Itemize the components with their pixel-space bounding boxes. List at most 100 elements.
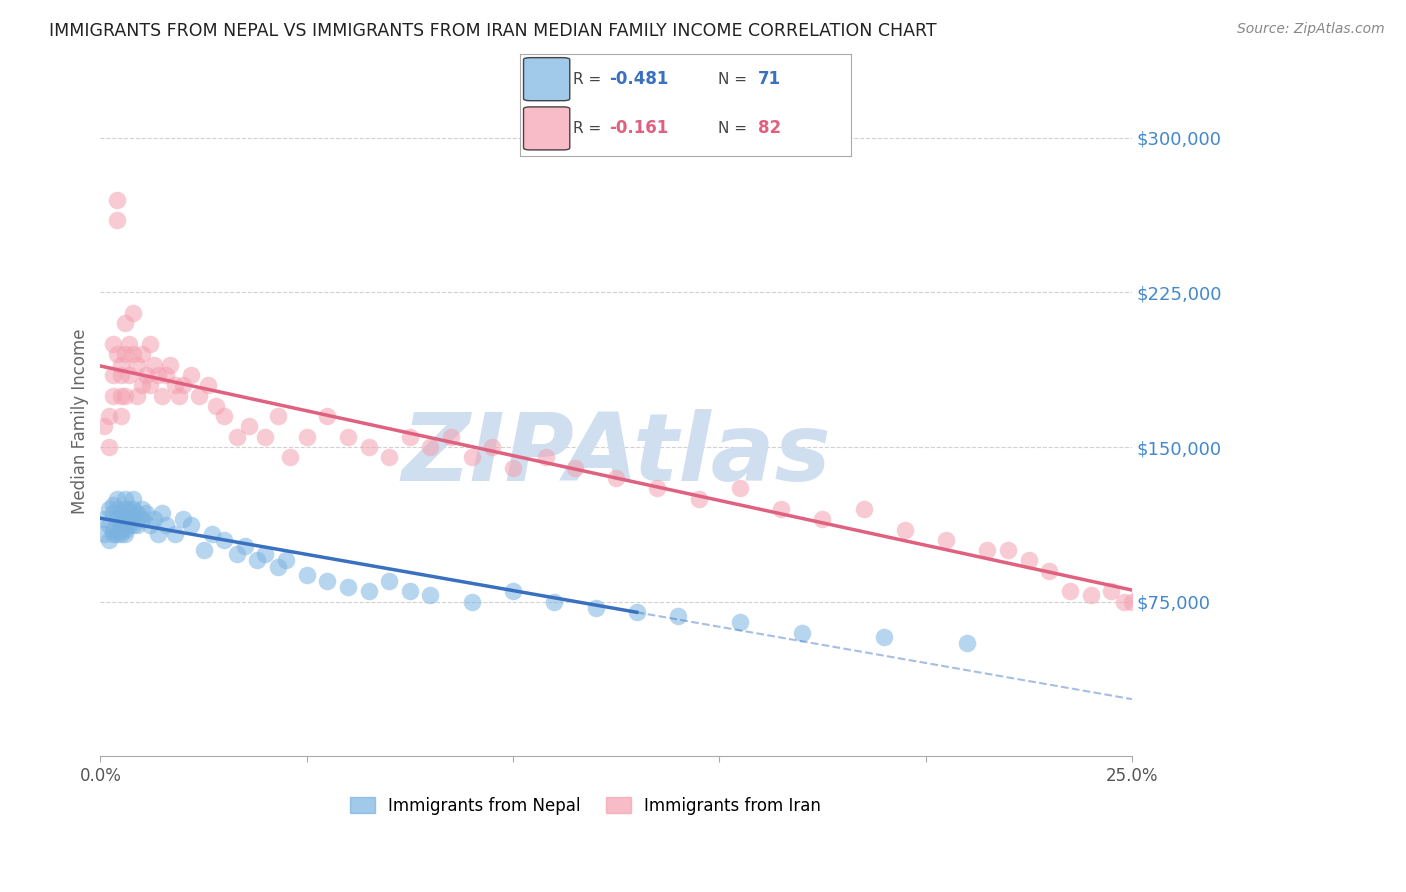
Point <box>1129 589 1152 603</box>
Point <box>398 584 420 599</box>
Point <box>114 523 136 537</box>
Point <box>201 526 224 541</box>
Point <box>150 388 173 402</box>
Point <box>127 388 149 402</box>
Point <box>295 567 318 582</box>
Point <box>180 518 202 533</box>
Point <box>93 526 115 541</box>
Point <box>163 526 186 541</box>
Point <box>172 512 194 526</box>
Point <box>1059 584 1081 599</box>
Point <box>398 430 420 444</box>
Point <box>105 491 128 506</box>
Point <box>105 526 128 541</box>
Point <box>110 518 132 533</box>
Point <box>127 512 149 526</box>
Point <box>110 523 132 537</box>
Text: 71: 71 <box>758 70 782 88</box>
Point <box>155 368 177 382</box>
Point <box>114 347 136 361</box>
Point <box>139 378 162 392</box>
Point <box>225 430 247 444</box>
Text: Source: ZipAtlas.com: Source: ZipAtlas.com <box>1237 22 1385 37</box>
Point <box>122 347 145 361</box>
Point <box>852 502 875 516</box>
Text: -0.481: -0.481 <box>609 70 669 88</box>
Point <box>101 388 124 402</box>
Point <box>534 450 557 465</box>
Point <box>1161 580 1184 594</box>
Point <box>254 547 277 561</box>
Point <box>97 440 120 454</box>
Point <box>481 440 503 454</box>
Point <box>97 533 120 547</box>
Point <box>564 460 586 475</box>
Point <box>105 502 128 516</box>
Point <box>110 368 132 382</box>
Point <box>139 337 162 351</box>
Point <box>122 502 145 516</box>
Point <box>1038 564 1060 578</box>
Y-axis label: Median Family Income: Median Family Income <box>72 328 89 514</box>
Text: ZIPAtlas: ZIPAtlas <box>401 409 831 500</box>
Point <box>1142 584 1164 599</box>
Point <box>180 368 202 382</box>
Point <box>728 481 751 495</box>
Point <box>143 512 166 526</box>
Point <box>118 337 141 351</box>
Point <box>378 450 401 465</box>
Point <box>246 553 269 567</box>
Point <box>419 589 441 603</box>
Point <box>101 498 124 512</box>
Point <box>101 506 124 520</box>
Text: R =: R = <box>574 121 602 136</box>
Legend: Immigrants from Nepal, Immigrants from Iran: Immigrants from Nepal, Immigrants from I… <box>343 790 827 822</box>
Point <box>585 600 607 615</box>
Point <box>93 512 115 526</box>
Point <box>114 491 136 506</box>
Point <box>1099 584 1122 599</box>
Point <box>1080 589 1102 603</box>
Point <box>118 512 141 526</box>
Point <box>110 409 132 424</box>
Point <box>155 518 177 533</box>
Point <box>316 574 339 588</box>
Point <box>101 526 124 541</box>
Point <box>997 543 1019 558</box>
Point <box>122 506 145 520</box>
Point <box>114 512 136 526</box>
Point <box>127 358 149 372</box>
Point <box>626 605 648 619</box>
Point <box>1121 595 1143 609</box>
Point <box>97 502 120 516</box>
Point <box>357 584 380 599</box>
Point <box>131 347 153 361</box>
Point <box>205 399 228 413</box>
Text: IMMIGRANTS FROM NEPAL VS IMMIGRANTS FROM IRAN MEDIAN FAMILY INCOME CORRELATION C: IMMIGRANTS FROM NEPAL VS IMMIGRANTS FROM… <box>49 22 936 40</box>
Point <box>135 368 157 382</box>
FancyBboxPatch shape <box>523 107 569 150</box>
Point <box>1170 584 1192 599</box>
Point <box>131 378 153 392</box>
Point <box>666 609 689 624</box>
Point <box>105 193 128 207</box>
Point <box>122 306 145 320</box>
Point <box>105 213 128 227</box>
Point <box>105 347 128 361</box>
Point <box>197 378 219 392</box>
Point <box>212 409 235 424</box>
Text: R =: R = <box>574 71 602 87</box>
Point <box>811 512 834 526</box>
Point <box>461 595 484 609</box>
Point <box>110 388 132 402</box>
Point <box>127 506 149 520</box>
Point <box>167 388 190 402</box>
Point <box>357 440 380 454</box>
Point <box>150 506 173 520</box>
Point <box>336 580 359 594</box>
Point <box>172 378 194 392</box>
Point <box>605 471 627 485</box>
Point <box>461 450 484 465</box>
Point <box>131 512 153 526</box>
Point <box>188 388 211 402</box>
